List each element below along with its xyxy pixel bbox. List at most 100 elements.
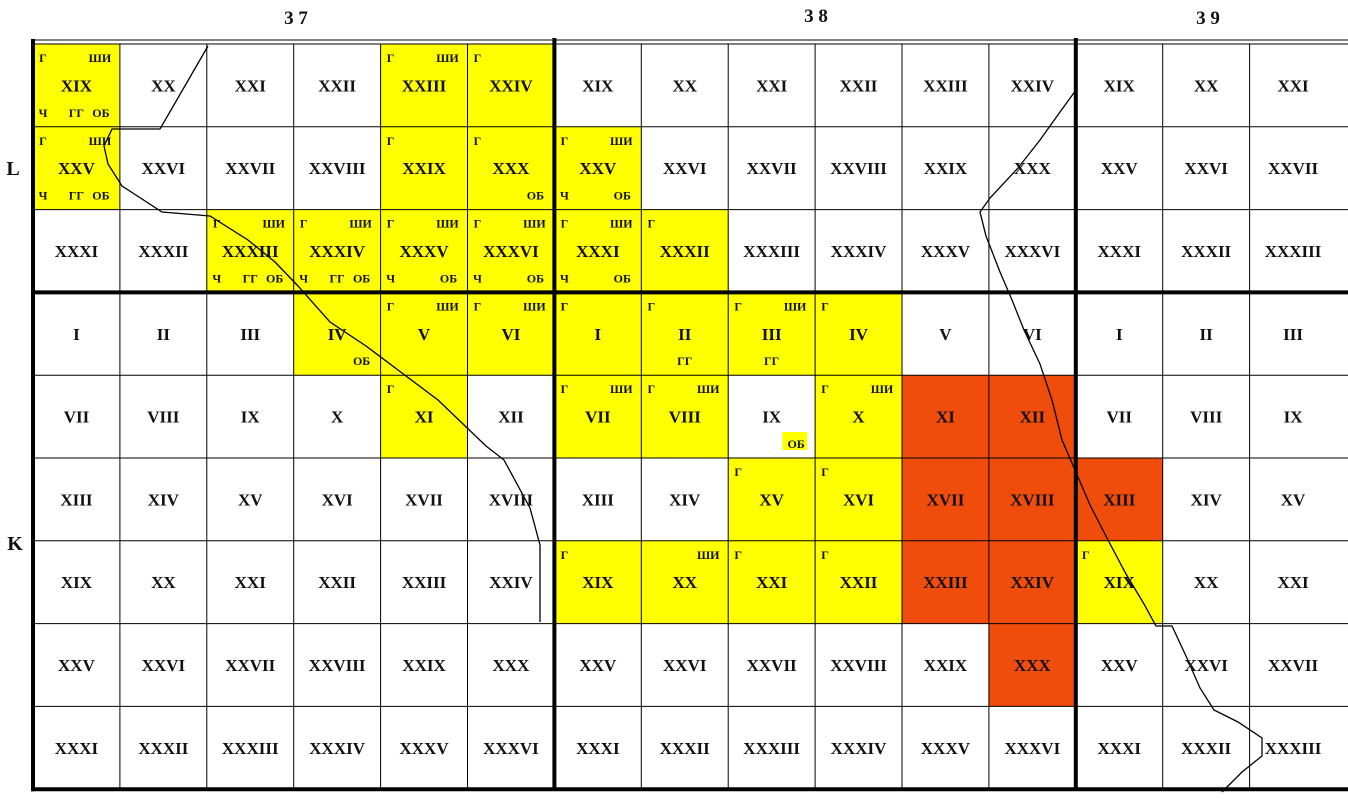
sheet-label: I [73, 325, 80, 344]
sheet-label: XXVI [142, 656, 186, 675]
sheet-label: VII [585, 408, 611, 427]
cell-fill-red [902, 375, 989, 458]
row-label-L: L [6, 158, 19, 180]
cell-fill-yellow [554, 126, 642, 210]
tag-top-right: ШИ [436, 217, 459, 231]
tag-top-left: Г [213, 217, 221, 231]
sheet-label: XXXII [660, 739, 710, 758]
sheet-label: XXVII [1268, 656, 1318, 675]
tag-top-left: Г [474, 217, 482, 231]
tag-top-left: Г [734, 299, 742, 313]
column-label-38: 3 8 [804, 6, 828, 27]
tag-bottom-middle: ГГ [330, 271, 345, 285]
sheet-label: XXII [318, 573, 356, 592]
tag-bottom-right: ОБ [787, 437, 804, 451]
sheet-label: XXIX [924, 656, 968, 675]
cell-fill-red [988, 375, 1076, 458]
sheet-label: XXV [1101, 656, 1139, 675]
sheet-label: XXXI [1098, 739, 1142, 758]
tag-bottom-left: Ч [39, 106, 48, 120]
cell-fill-yellow [815, 375, 902, 458]
sheet-label: XXXV [921, 739, 971, 758]
tag-top-right: ШИ [610, 382, 633, 396]
sheet-label: XXX [493, 656, 531, 675]
sheet-label: XX [1194, 76, 1219, 95]
tag-top-right: ШИ [697, 382, 720, 396]
sheet-label: XX [1194, 573, 1219, 592]
cell-fill-yellow [815, 292, 902, 376]
sheet-label: XXVI [663, 656, 707, 675]
sheet-label: VIII [147, 408, 180, 427]
sheet-label: XIII [60, 490, 93, 509]
sheet-label: VII [64, 408, 90, 427]
sheet-label: XIX [1104, 76, 1136, 95]
sheet-label: XIII [582, 490, 615, 509]
sheet-label: XXXIII [1265, 242, 1322, 261]
tag-top-right: ШИ [436, 51, 459, 65]
sheet-label: XXIX [924, 159, 968, 178]
sheet-label: XII [1020, 408, 1046, 427]
sheet-label: XXXI [55, 739, 99, 758]
cell-fill-yellow [293, 209, 381, 293]
sheet-label: XII [498, 408, 524, 427]
sheet-label: XXV [579, 656, 617, 675]
cell-fill-yellow [641, 540, 729, 624]
tag-top-right: ШИ [784, 299, 807, 313]
tag-top-left: Г [561, 134, 569, 148]
cell-fill-yellow [554, 209, 642, 293]
tag-top-left: Г [821, 465, 829, 479]
cell-fill-red [1075, 458, 1163, 541]
cell-fill-red [902, 540, 989, 624]
sheet-label: I [1116, 325, 1123, 344]
sheet-label: XXV [58, 656, 96, 675]
sheet-label: XXIV [489, 573, 533, 592]
tag-top-left: Г [734, 548, 742, 562]
sheet-label: XXIV [489, 76, 533, 95]
tag-bottom-right: ОБ [92, 189, 109, 203]
sheet-label: XVII [927, 490, 965, 509]
tag-bottom-right: ОБ [614, 189, 631, 203]
cell-fill-yellow [467, 44, 555, 127]
sheet-label: II [1200, 325, 1214, 344]
tag-top-right: ШИ [262, 217, 285, 231]
sheet-label: XVIII [1010, 490, 1055, 509]
tag-bottom-right: ОБ [440, 271, 457, 285]
sheet-label: XIV [1191, 490, 1223, 509]
tag-top-left: Г [561, 217, 569, 231]
sheet-label: XX [151, 76, 176, 95]
cell-fill-yellow [641, 292, 729, 376]
sheet-label: XXXI [576, 242, 620, 261]
tag-top-right: ШИ [89, 134, 112, 148]
sheet-label: XXXVI [483, 242, 539, 261]
sheet-label: XXXVI [1004, 242, 1060, 261]
tag-top-left: Г [1082, 548, 1090, 562]
cell-fill-yellow [554, 292, 642, 376]
tag-top-right: ШИ [523, 299, 546, 313]
tag-top-left: Г [647, 382, 655, 396]
tag-bottom-left: Ч [560, 189, 569, 203]
tag-top-left: Г [387, 299, 395, 313]
cell-fill-yellow [728, 458, 816, 541]
tag-bottom-right: ОБ [353, 271, 370, 285]
cell-fill-red [988, 540, 1076, 624]
sheet-label: XI [936, 408, 955, 427]
sheet-label: XXII [318, 76, 356, 95]
sheet-label: XX [672, 573, 697, 592]
sheet-label: IX [241, 408, 261, 427]
sheet-label: XXXV [399, 242, 449, 261]
tag-top-right: ШИ [610, 134, 633, 148]
sheet-label: XXV [579, 159, 617, 178]
sheet-label: XXIX [402, 656, 446, 675]
sheet-label: V [939, 325, 952, 344]
sheet-label: XXXIII [1265, 739, 1322, 758]
sheet-label: XIX [1104, 573, 1136, 592]
tag-top-left: Г [39, 51, 47, 65]
sheet-label: XXXVI [483, 739, 539, 758]
tag-top-left: Г [647, 299, 655, 313]
cell-fill-yellow [728, 292, 816, 376]
tag-bottom-right: ОБ [92, 106, 109, 120]
sheet-label: XIV [669, 490, 701, 509]
tag-bottom-left: Ч [39, 189, 48, 203]
tag-top-left: Г [647, 217, 655, 231]
headings: 3 7 3 8 3 9 L K [6, 6, 1220, 555]
